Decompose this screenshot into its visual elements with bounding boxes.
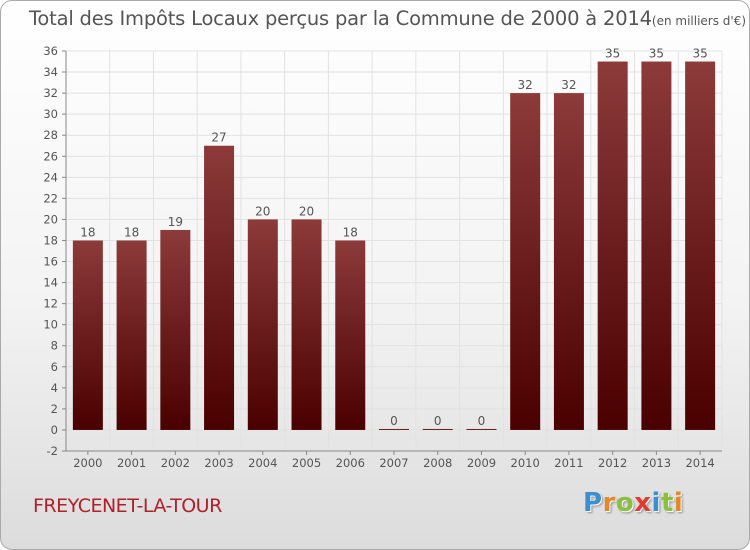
logo-letter: x <box>634 488 652 518</box>
bar <box>72 240 103 430</box>
y-tick-label: 20 <box>43 212 58 226</box>
data-label: 32 <box>518 78 533 92</box>
x-tick-label: 2009 <box>467 456 496 470</box>
y-tick-label: -2 <box>47 444 58 458</box>
y-tick-label: 10 <box>43 318 58 332</box>
commune-name: FREYCENET-LA-TOUR <box>33 495 222 517</box>
data-label: 20 <box>255 204 270 218</box>
y-tick-label: 0 <box>51 423 58 437</box>
logo-letter: o <box>615 488 635 518</box>
logo-letter: r <box>602 488 616 518</box>
y-tick-label: 28 <box>43 128 58 142</box>
logo-letter: i <box>651 488 661 518</box>
bar <box>116 240 147 430</box>
y-tick-label: 26 <box>43 149 58 163</box>
logo-letter: i <box>673 488 684 518</box>
data-label: 0 <box>390 414 398 428</box>
data-label: 32 <box>561 78 576 92</box>
y-tick-label: 22 <box>43 191 58 205</box>
y-tick-label: 12 <box>43 297 58 311</box>
data-label: 35 <box>605 47 620 61</box>
x-tick-labels: 2000 2001 2002 2003 2004 2005 2006 2007 2008 2009… <box>73 456 715 470</box>
x-tick-label: 2011 <box>554 456 583 470</box>
y-tick-label: 4 <box>51 381 58 395</box>
data-label: 27 <box>211 131 226 145</box>
bar <box>553 93 584 430</box>
y-tick-label: 6 <box>51 360 58 374</box>
y-tick-label: 14 <box>43 276 58 290</box>
bar <box>379 428 409 430</box>
logo-letter: P <box>583 488 603 518</box>
chart-title: Total des Impôts Locaux perçus par la Co… <box>29 7 746 30</box>
logo-letter: t <box>660 488 674 518</box>
axes <box>62 50 722 455</box>
x-tick-label: 2014 <box>685 456 714 470</box>
bar <box>597 61 628 430</box>
x-tick-label: 2004 <box>248 456 277 470</box>
data-label: 18 <box>124 225 139 239</box>
data-labels: 18 18 19 27 20 20 18 0 0 0 32 32 35 35 35 <box>80 47 708 428</box>
data-label: 18 <box>80 225 95 239</box>
y-tick-label: 16 <box>43 255 58 269</box>
y-tick-label: 34 <box>43 65 58 79</box>
y-tick-label: 18 <box>43 233 58 247</box>
data-label: 35 <box>649 47 664 61</box>
bar <box>335 240 366 430</box>
x-tick-label: 2008 <box>423 456 452 470</box>
bars <box>72 61 716 430</box>
bar <box>204 145 235 430</box>
y-tick-label: 30 <box>43 107 58 121</box>
bar <box>247 219 278 430</box>
x-tick-label: 2002 <box>161 456 190 470</box>
y-tick-label: 36 <box>43 44 58 58</box>
data-label: 35 <box>692 47 707 61</box>
y-tick-label: 32 <box>43 86 58 100</box>
y-tick-label: 8 <box>51 339 58 353</box>
x-tick-label: 2007 <box>379 456 408 470</box>
x-tick-label: 2005 <box>292 456 321 470</box>
bar <box>510 93 541 430</box>
x-tick-label: 2001 <box>117 456 146 470</box>
bar <box>291 219 322 430</box>
y-tick-label: 2 <box>51 402 58 416</box>
x-tick-label: 2006 <box>336 456 365 470</box>
bar <box>466 428 497 430</box>
x-tick-label: 2013 <box>642 456 671 470</box>
x-tick-label: 2000 <box>73 456 102 470</box>
bar <box>685 61 716 430</box>
bar <box>641 61 672 430</box>
x-tick-label: 2010 <box>511 456 540 470</box>
data-label: 20 <box>299 204 314 218</box>
data-label: 0 <box>478 414 486 428</box>
y-tick-label: 24 <box>43 170 58 184</box>
data-label: 18 <box>343 225 358 239</box>
chart-title-unit: (en milliers d'€) <box>651 14 747 28</box>
data-label: 0 <box>434 414 442 428</box>
chart-title-main: Total des Impôts Locaux perçus par la Co… <box>29 7 652 30</box>
proxiti-logo: Proxiti <box>583 488 683 518</box>
bar <box>160 229 191 430</box>
x-tick-label: 2003 <box>204 456 233 470</box>
data-label: 19 <box>168 215 183 229</box>
bar <box>422 428 453 430</box>
x-tick-label: 2012 <box>598 456 627 470</box>
